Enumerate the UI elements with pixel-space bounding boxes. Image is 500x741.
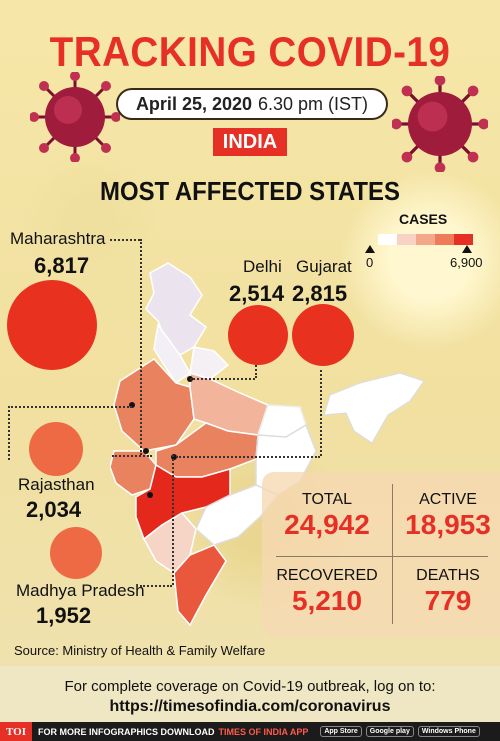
state-cases-gujarat: 2,815 [292, 281, 348, 306]
windows-phone-button[interactable]: Windows Phone [417, 726, 480, 737]
bubble-gujarat [292, 304, 354, 366]
page-title: TRACKING COVID-19 [49, 28, 451, 75]
legend-title: CASES [399, 211, 448, 227]
app-store-button[interactable]: App Store [320, 726, 362, 737]
stat-deaths-value: 779 [424, 585, 472, 616]
state-name-delhi: Delhi [243, 257, 282, 276]
stats-divider-vertical [392, 484, 393, 624]
state-cases-madhya-pradesh: 1,952 [36, 603, 92, 628]
stat-active-label: ACTIVE [419, 491, 477, 508]
bubble-rajasthan [29, 422, 83, 476]
virus-illustration-right [392, 76, 488, 172]
legend-max-marker [462, 245, 472, 253]
map-region-telangana-ap [195, 484, 280, 546]
state-cases-delhi: 2,514 [229, 281, 285, 306]
stat-recovered: RECOVERED 5,210 [272, 567, 382, 617]
stat-recovered-label: RECOVERED [276, 567, 378, 584]
map-marker-maharashtra [147, 492, 153, 498]
stat-total-label: TOTAL [301, 491, 353, 508]
date-pill: April 25, 2020 6.30 pm (IST) [116, 88, 388, 120]
strip-text: FOR MORE INFOGRAPHICS DOWNLOAD [37, 726, 215, 737]
stats-divider-horizontal [276, 556, 488, 557]
leader-line [112, 455, 152, 457]
footer-band [0, 666, 500, 722]
virus-illustration-left [30, 72, 120, 162]
bubble-maharashtra [7, 280, 97, 370]
map-region-karnataka [143, 512, 197, 574]
leader-line [190, 378, 255, 380]
state-name-gujarat: Gujarat [296, 257, 352, 276]
map-region-south [173, 544, 227, 627]
source-note: Source: Ministry of Health & Family Welf… [14, 643, 266, 658]
map-region-northeast [323, 372, 425, 444]
leader-line [8, 406, 10, 460]
legend-swatch [397, 234, 416, 245]
leader-line [172, 455, 174, 585]
leader-line [320, 370, 322, 456]
legend-swatch [435, 234, 454, 245]
stat-total-value: 24,942 [284, 509, 370, 540]
legend-min-label: 0 [366, 255, 374, 270]
bubble-delhi [228, 305, 288, 365]
legend-swatch [454, 234, 473, 245]
stat-active: ACTIVE 18,953 [398, 491, 498, 541]
leader-line [110, 239, 140, 241]
map-region-rajasthan [113, 358, 195, 452]
leader-line [140, 585, 172, 587]
legend-swatch [416, 234, 435, 245]
bottom-strip: TOI FOR MORE INFOGRAPHICS DOWNLOAD TIMES… [0, 722, 500, 741]
coverage-text: For complete coverage on Covid-19 outbre… [64, 678, 436, 695]
legend-min-marker [365, 245, 375, 253]
google-play-button[interactable]: Google play [365, 726, 414, 737]
leader-line [140, 239, 142, 455]
legend-max-label: 6,900 [450, 255, 483, 270]
leader-line [8, 406, 132, 408]
state-cases-rajasthan: 2,034 [26, 497, 82, 522]
legend-swatch [378, 234, 397, 245]
stat-deaths: DEATHS 779 [398, 567, 498, 617]
stats-panel [262, 472, 500, 637]
country-badge: INDIA [213, 128, 287, 156]
section-subtitle: MOST AFFECTED STATES [100, 176, 400, 206]
state-name-madhya-pradesh: Madhya Pradesh [16, 581, 145, 600]
leader-line [255, 362, 257, 378]
time-text: 6.30 pm (IST) [258, 93, 369, 114]
stat-total: TOTAL 24,942 [272, 491, 382, 541]
map-marker-gujarat [143, 448, 149, 454]
date-text: April 25, 2020 [135, 93, 253, 114]
state-name-maharashtra: Maharashtra [10, 229, 106, 248]
map-region-uttarakhand [189, 346, 230, 380]
coverage-link[interactable]: https://timesofindia.com/coronavirus [109, 698, 391, 715]
stat-recovered-value: 5,210 [291, 585, 363, 616]
state-cases-maharashtra: 6,817 [34, 253, 90, 278]
state-name-rajasthan: Rajasthan [18, 475, 95, 494]
stat-active-value: 18,953 [405, 509, 491, 540]
legend-color-scale [378, 234, 473, 245]
app-name: TIMES OF INDIA APP [218, 726, 309, 737]
toi-logo: TOI [0, 722, 32, 741]
map-region-gujarat [110, 450, 157, 496]
leader-line [176, 456, 320, 458]
stat-deaths-label: DEATHS [416, 567, 480, 584]
bubble-madhya-pradesh [50, 527, 102, 579]
